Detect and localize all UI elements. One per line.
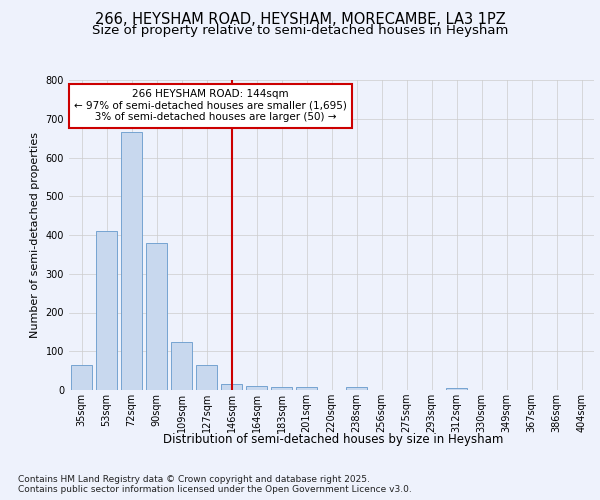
Bar <box>121 132 142 390</box>
Text: 266, HEYSHAM ROAD, HEYSHAM, MORECAMBE, LA3 1PZ: 266, HEYSHAM ROAD, HEYSHAM, MORECAMBE, L… <box>95 12 505 28</box>
Bar <box>446 388 467 390</box>
Bar <box>96 231 117 390</box>
Text: Distribution of semi-detached houses by size in Heysham: Distribution of semi-detached houses by … <box>163 432 503 446</box>
Bar <box>221 384 242 390</box>
Bar <box>146 243 167 390</box>
Y-axis label: Number of semi-detached properties: Number of semi-detached properties <box>30 132 40 338</box>
Bar <box>246 386 267 390</box>
Bar <box>71 365 92 390</box>
Bar <box>296 387 317 390</box>
Text: Size of property relative to semi-detached houses in Heysham: Size of property relative to semi-detach… <box>92 24 508 37</box>
Text: Contains HM Land Registry data © Crown copyright and database right 2025.: Contains HM Land Registry data © Crown c… <box>18 475 370 484</box>
Bar <box>171 342 192 390</box>
Bar <box>346 387 367 390</box>
Bar <box>271 387 292 390</box>
Bar <box>196 365 217 390</box>
Text: 266 HEYSHAM ROAD: 144sqm
← 97% of semi-detached houses are smaller (1,695)
   3%: 266 HEYSHAM ROAD: 144sqm ← 97% of semi-d… <box>74 90 347 122</box>
Text: Contains public sector information licensed under the Open Government Licence v3: Contains public sector information licen… <box>18 485 412 494</box>
